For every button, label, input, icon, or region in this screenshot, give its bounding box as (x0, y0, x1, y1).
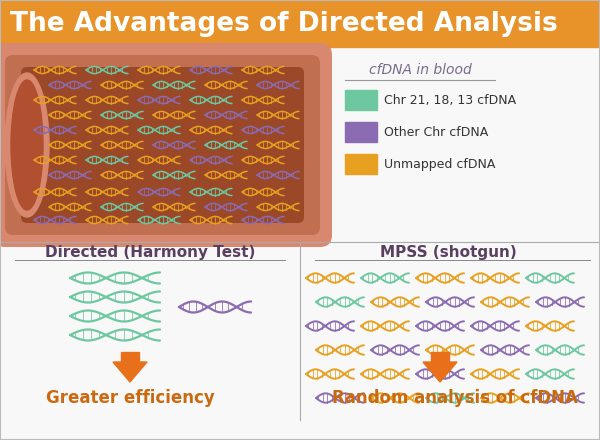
Bar (121, 352, 139, 362)
Text: Random analysis of cfDNA: Random analysis of cfDNA (332, 389, 578, 407)
Bar (0, 0, 600, 7)
Text: Directed (Harmony Test): Directed (Harmony Test) (45, 245, 255, 260)
Bar (345, 90, 377, 110)
Text: Unmapped cfDNA: Unmapped cfDNA (384, 158, 496, 171)
Text: Greater efficiency: Greater efficiency (46, 389, 214, 407)
Text: The Advantages of Directed Analysis: The Advantages of Directed Analysis (10, 11, 558, 37)
FancyBboxPatch shape (5, 55, 320, 235)
Text: Other Chr cfDNA: Other Chr cfDNA (384, 125, 488, 139)
Text: Chr 21, 18, 13 cfDNA: Chr 21, 18, 13 cfDNA (384, 94, 516, 106)
FancyBboxPatch shape (21, 67, 304, 223)
Text: cfDNA in blood: cfDNA in blood (368, 63, 472, 77)
Polygon shape (113, 362, 147, 382)
Polygon shape (423, 362, 457, 382)
Text: MPSS (shotgun): MPSS (shotgun) (380, 245, 517, 260)
Bar (345, 154, 377, 174)
Bar (431, 352, 449, 362)
Ellipse shape (5, 73, 49, 217)
Bar (345, 122, 377, 142)
Ellipse shape (11, 80, 43, 210)
FancyBboxPatch shape (0, 43, 332, 247)
Bar (0, 0, 600, 47)
